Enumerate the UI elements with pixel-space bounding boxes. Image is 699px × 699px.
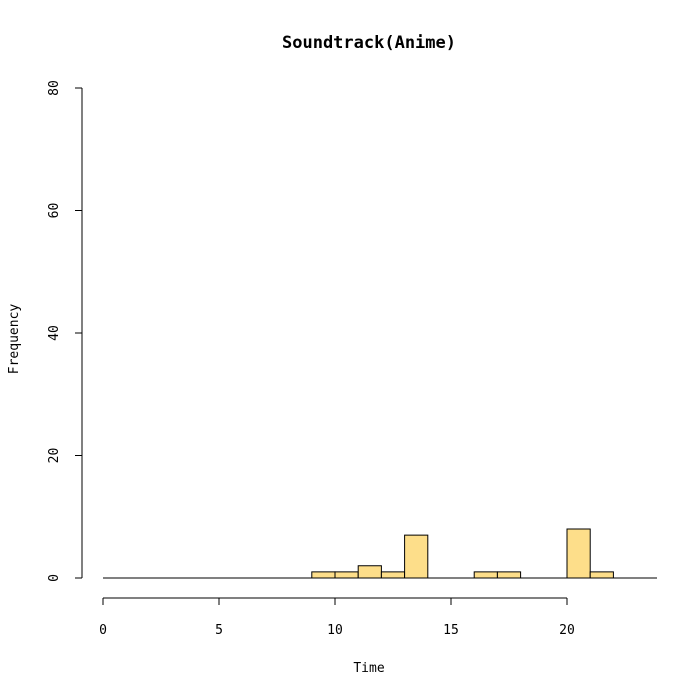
y-axis: 0 20 40 60 80 xyxy=(47,80,83,582)
bars-layer xyxy=(311,528,614,579)
x-tick-label: 15 xyxy=(443,623,459,638)
y-tick-label: 0 xyxy=(47,574,62,582)
histogram-bar xyxy=(334,571,359,579)
x-tick-label: 10 xyxy=(327,623,343,638)
histogram-bar xyxy=(496,571,522,579)
histogram-bar xyxy=(404,534,429,579)
chart-title: Soundtrack(Anime) xyxy=(282,33,456,53)
x-axis-label: Time xyxy=(353,661,384,676)
x-tick-label: 5 xyxy=(215,623,223,638)
x-tick-label: 0 xyxy=(99,623,107,638)
histogram-bar xyxy=(380,571,406,579)
y-tick-label: 20 xyxy=(47,448,62,464)
y-tick-label: 40 xyxy=(47,325,62,341)
histogram-bar xyxy=(589,571,614,579)
y-axis-label: Frequency xyxy=(7,304,22,375)
histogram-bar xyxy=(473,571,498,579)
histogram-bar xyxy=(357,565,382,579)
histogram-bar xyxy=(566,528,591,579)
x-tick-label: 20 xyxy=(559,623,575,638)
y-tick-label: 80 xyxy=(47,80,62,96)
y-tick-label: 60 xyxy=(47,203,62,219)
x-axis: 0 5 10 15 20 xyxy=(99,597,575,638)
histogram-bar xyxy=(311,571,336,579)
